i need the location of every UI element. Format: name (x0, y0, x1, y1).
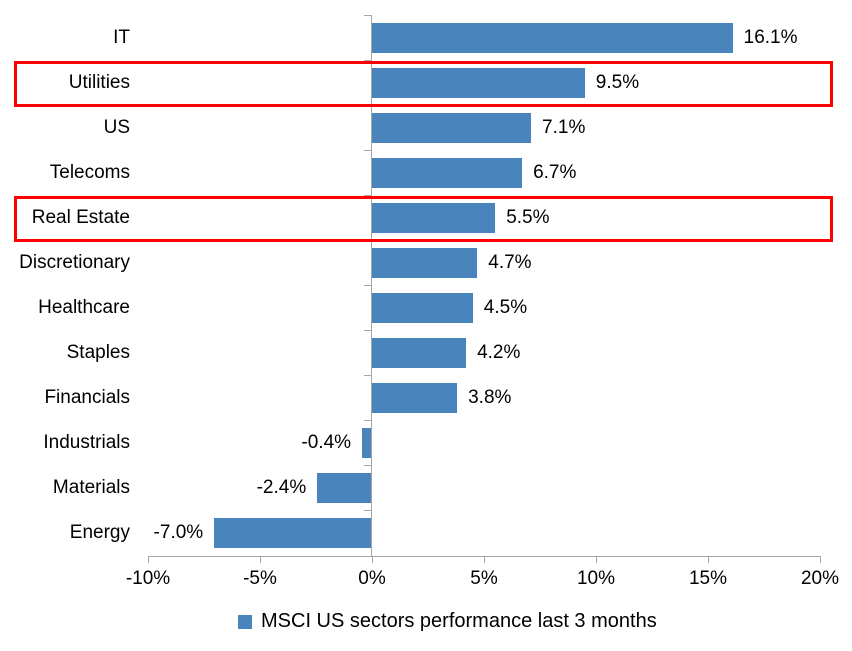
x-axis-tick (371, 556, 373, 563)
legend: MSCI US sectors performance last 3 month… (238, 610, 657, 633)
bar-healthcare (372, 293, 473, 324)
value-label: -0.4% (301, 432, 352, 454)
y-axis-tick (364, 149, 371, 151)
value-label: 16.1% (743, 26, 798, 48)
value-label: 6.7% (533, 161, 577, 183)
x-axis-tick (483, 556, 485, 563)
value-label: 4.5% (483, 297, 528, 319)
x-tick-label: -10% (125, 568, 171, 589)
category-label-financials: Financials (44, 387, 130, 409)
value-label: -2.4% (256, 477, 307, 499)
category-label-healthcare: Healthcare (38, 297, 130, 319)
bar-it (372, 22, 733, 53)
x-tick-label: 10% (576, 568, 616, 589)
bar-staples (372, 338, 467, 369)
bar-telecoms (372, 157, 523, 188)
value-label: -7.0% (153, 522, 204, 544)
x-axis-tick (707, 556, 709, 563)
category-label-utilities: Utilities (68, 71, 130, 93)
x-axis-tick (819, 556, 821, 563)
y-axis-tick (364, 465, 371, 467)
value-label: 9.5% (595, 71, 640, 93)
x-axis-tick (147, 556, 149, 563)
y-axis-tick (364, 330, 371, 332)
bar-utilities (372, 67, 585, 98)
category-label-industrials: Industrials (43, 432, 130, 454)
x-axis-tick (595, 556, 597, 563)
value-label: 3.8% (468, 387, 512, 409)
bar-discretionary (372, 247, 478, 278)
category-label-real-estate: Real Estate (31, 206, 130, 228)
bar-materials (317, 473, 371, 504)
y-axis-tick (364, 194, 371, 196)
category-label-it: IT (113, 26, 130, 48)
bar-real-estate (372, 202, 496, 233)
category-label-telecoms: Telecoms (49, 161, 130, 183)
x-tick-label: 0% (358, 568, 386, 589)
x-tick-label: 5% (470, 568, 498, 589)
y-axis-tick (364, 420, 371, 422)
x-tick-label: 15% (688, 568, 728, 589)
x-axis-tick (259, 556, 261, 563)
x-tick-label: -5% (243, 568, 277, 589)
y-axis-tick (364, 14, 371, 16)
category-label-energy: Energy (69, 522, 130, 544)
value-label: 4.7% (488, 251, 532, 273)
category-label-materials: Materials (52, 477, 130, 499)
y-axis-tick (364, 59, 371, 61)
y-axis-tick (364, 239, 371, 241)
bar-financials (372, 383, 458, 414)
category-label-staples: Staples (66, 342, 130, 364)
category-label-us: US (103, 116, 130, 138)
value-label: 7.1% (542, 116, 586, 138)
legend-marker-icon (238, 614, 252, 629)
y-axis-tick (364, 375, 371, 377)
y-axis-tick (364, 104, 371, 106)
x-tick-label: 20% (800, 568, 840, 589)
bar-industrials (362, 428, 371, 459)
y-axis-line (371, 15, 372, 556)
legend-label: MSCI US sectors performance last 3 month… (261, 610, 657, 632)
value-label: 5.5% (506, 206, 550, 228)
bar-us (372, 112, 532, 143)
category-label-discretionary: Discretionary (19, 251, 130, 273)
y-axis-tick (364, 285, 371, 286)
value-label: 4.2% (477, 342, 521, 364)
y-axis-tick (364, 510, 371, 512)
bar-energy (214, 518, 371, 549)
